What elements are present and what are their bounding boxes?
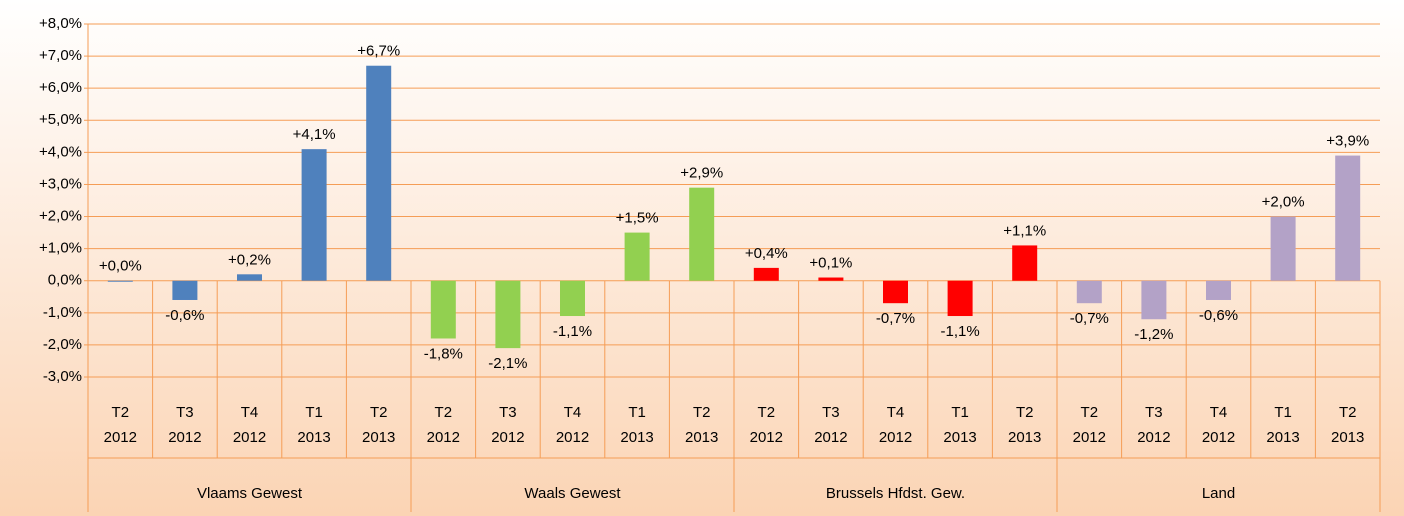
value-label: -2,1% — [488, 355, 527, 372]
y-tick-label: 0,0% — [48, 272, 82, 289]
value-label: +3,9% — [1326, 133, 1369, 150]
value-label: +2,9% — [680, 165, 723, 182]
bar — [1206, 280, 1231, 300]
x-tick-label: T1 — [1274, 404, 1292, 421]
group-label: Land — [1202, 485, 1235, 502]
y-tick-label: +1,0% — [39, 240, 82, 257]
x-tick-label: T2 — [758, 404, 776, 421]
value-label: -0,6% — [165, 307, 204, 324]
x-tick-label: T2 — [1081, 404, 1099, 421]
bar — [107, 280, 133, 282]
value-label: -0,7% — [876, 310, 915, 327]
value-label: -0,6% — [1199, 307, 1238, 324]
x-tick-label: T2 — [370, 404, 388, 421]
x-tick-label: 2012 — [750, 429, 783, 446]
x-tick-label: 2013 — [297, 429, 330, 446]
value-label: -0,7% — [1070, 310, 1109, 327]
y-tick-label: +7,0% — [39, 47, 82, 64]
y-tick-label: +4,0% — [39, 143, 82, 160]
value-label: +2,0% — [1262, 194, 1305, 211]
y-tick-label: +8,0% — [39, 15, 82, 32]
x-tick-label: 2013 — [1266, 429, 1299, 446]
x-tick-label: T4 — [241, 404, 259, 421]
bar — [172, 280, 198, 300]
value-label: -1,1% — [553, 323, 592, 340]
x-tick-label: T2 — [435, 404, 453, 421]
x-tick-label: T3 — [822, 404, 840, 421]
x-tick-label: T4 — [1210, 404, 1228, 421]
y-tick-label: +6,0% — [39, 79, 82, 96]
y-tick-label: +5,0% — [39, 111, 82, 128]
x-tick-label: T1 — [305, 404, 323, 421]
x-tick-label: T3 — [176, 404, 194, 421]
bar — [237, 274, 262, 281]
x-tick-label: 2012 — [556, 429, 589, 446]
x-tick-label: 2012 — [1073, 429, 1106, 446]
group-label: Brussels Hfdst. Gew. — [826, 485, 965, 502]
bar — [1076, 280, 1102, 304]
x-tick-label: 2013 — [685, 429, 718, 446]
value-label: +1,5% — [616, 210, 659, 227]
x-tick-label: 2012 — [168, 429, 201, 446]
bar — [560, 280, 585, 317]
bar — [1335, 155, 1361, 281]
x-tick-label: 2013 — [943, 429, 976, 446]
value-label: -1,1% — [941, 323, 980, 340]
group-label: Waals Gewest — [524, 485, 621, 502]
x-tick-label: 2013 — [1008, 429, 1041, 446]
value-label: +0,4% — [745, 245, 788, 262]
y-tick-label: -3,0% — [43, 368, 82, 385]
x-tick-label: T2 — [112, 404, 130, 421]
x-tick-label: T1 — [628, 404, 646, 421]
x-tick-label: 2012 — [814, 429, 847, 446]
bar — [366, 65, 392, 281]
value-label: +6,7% — [357, 43, 400, 60]
value-label: +0,2% — [228, 251, 271, 268]
value-label: +4,1% — [293, 126, 336, 143]
bar — [1270, 216, 1296, 281]
bar — [753, 267, 779, 281]
x-tick-label: 2013 — [1331, 429, 1364, 446]
value-label: +0,1% — [809, 254, 852, 271]
bar — [947, 280, 973, 317]
bar — [624, 232, 650, 281]
x-tick-label: 2013 — [620, 429, 653, 446]
bar — [818, 277, 844, 281]
x-tick-label: 2012 — [1137, 429, 1170, 446]
x-tick-label: 2012 — [1202, 429, 1235, 446]
x-tick-label: 2012 — [104, 429, 137, 446]
x-tick-label: T4 — [887, 404, 905, 421]
x-tick-label: 2013 — [362, 429, 395, 446]
value-label: -1,2% — [1134, 326, 1173, 343]
x-tick-label: 2012 — [879, 429, 912, 446]
group-label: Vlaams Gewest — [197, 485, 303, 502]
value-label: -1,8% — [424, 345, 463, 362]
bar — [301, 149, 327, 281]
y-tick-label: +2,0% — [39, 208, 82, 225]
x-tick-label: 2012 — [427, 429, 460, 446]
x-tick-label: T2 — [693, 404, 711, 421]
x-tick-label: 2012 — [233, 429, 266, 446]
bar — [1141, 280, 1167, 320]
bar — [495, 280, 521, 349]
y-tick-label: +3,0% — [39, 175, 82, 192]
value-label: +1,1% — [1003, 222, 1046, 239]
x-tick-label: 2012 — [491, 429, 524, 446]
x-tick-label: T2 — [1016, 404, 1034, 421]
bar — [430, 280, 456, 339]
y-tick-label: -2,0% — [43, 336, 82, 353]
x-tick-label: T3 — [1145, 404, 1163, 421]
bar — [689, 187, 715, 281]
bar — [1012, 245, 1038, 281]
x-tick-label: T4 — [564, 404, 582, 421]
x-tick-label: T2 — [1339, 404, 1357, 421]
value-label: +0,0% — [99, 258, 142, 275]
bar — [883, 280, 908, 304]
y-tick-label: -1,0% — [43, 304, 82, 321]
x-tick-label: T1 — [951, 404, 969, 421]
x-tick-label: T3 — [499, 404, 517, 421]
